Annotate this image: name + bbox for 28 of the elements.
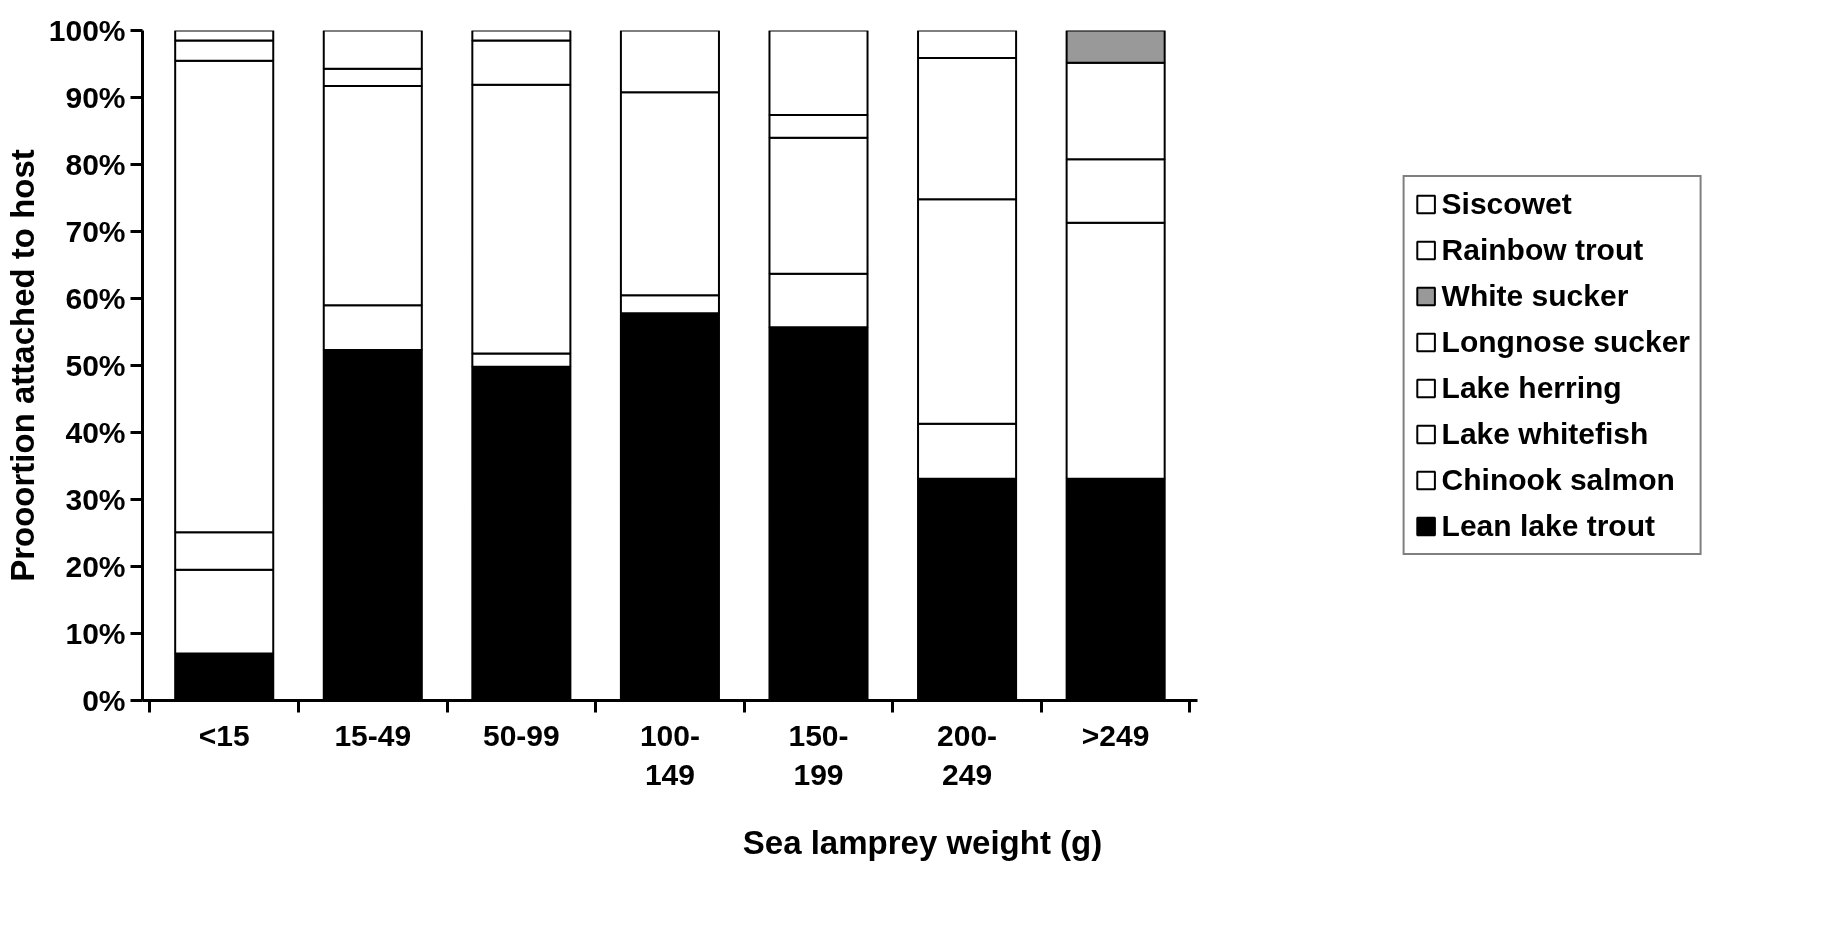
legend-label: Siscowet xyxy=(1441,187,1572,221)
legend-label: Longnose sucker xyxy=(1441,325,1690,359)
y-tick-label: 20% xyxy=(65,550,126,583)
legend-label: White sucker xyxy=(1441,279,1629,313)
x-tick-label: <15 xyxy=(198,718,250,752)
x-tick-label: 50-99 xyxy=(482,718,560,752)
legend-label: Chinook salmon xyxy=(1441,463,1675,497)
y-tick-label: 70% xyxy=(65,215,126,248)
x-tick-label: 15-49 xyxy=(334,718,412,752)
y-axis-title: Prooortion attached to host xyxy=(3,149,41,582)
legend-label: Lake whitefish xyxy=(1441,417,1649,451)
y-tick-label: 40% xyxy=(65,416,126,449)
x-tick-label: 150- 199 xyxy=(788,718,849,792)
y-tick-label: 60% xyxy=(65,282,126,315)
y-tick-label: 30% xyxy=(65,483,126,516)
x-axis-title: Sea lamprey weight (g) xyxy=(742,824,1103,862)
legend-label: Lake herring xyxy=(1441,371,1622,405)
y-tick-label: 100% xyxy=(48,14,126,47)
x-tick-label: >249 xyxy=(1081,718,1150,752)
y-tick-label: 80% xyxy=(65,148,126,181)
y-tick-label: 90% xyxy=(65,81,126,114)
legend-label: Rainbow trout xyxy=(1441,233,1644,267)
y-tick-label: 10% xyxy=(65,617,126,650)
y-tick-label: 0% xyxy=(82,684,126,717)
x-tick-label: 200- 249 xyxy=(937,718,998,792)
legend-label: Lean lake trout xyxy=(1441,509,1655,543)
y-tick-label: 50% xyxy=(65,349,126,382)
x-tick-label: 100- 149 xyxy=(639,718,700,792)
